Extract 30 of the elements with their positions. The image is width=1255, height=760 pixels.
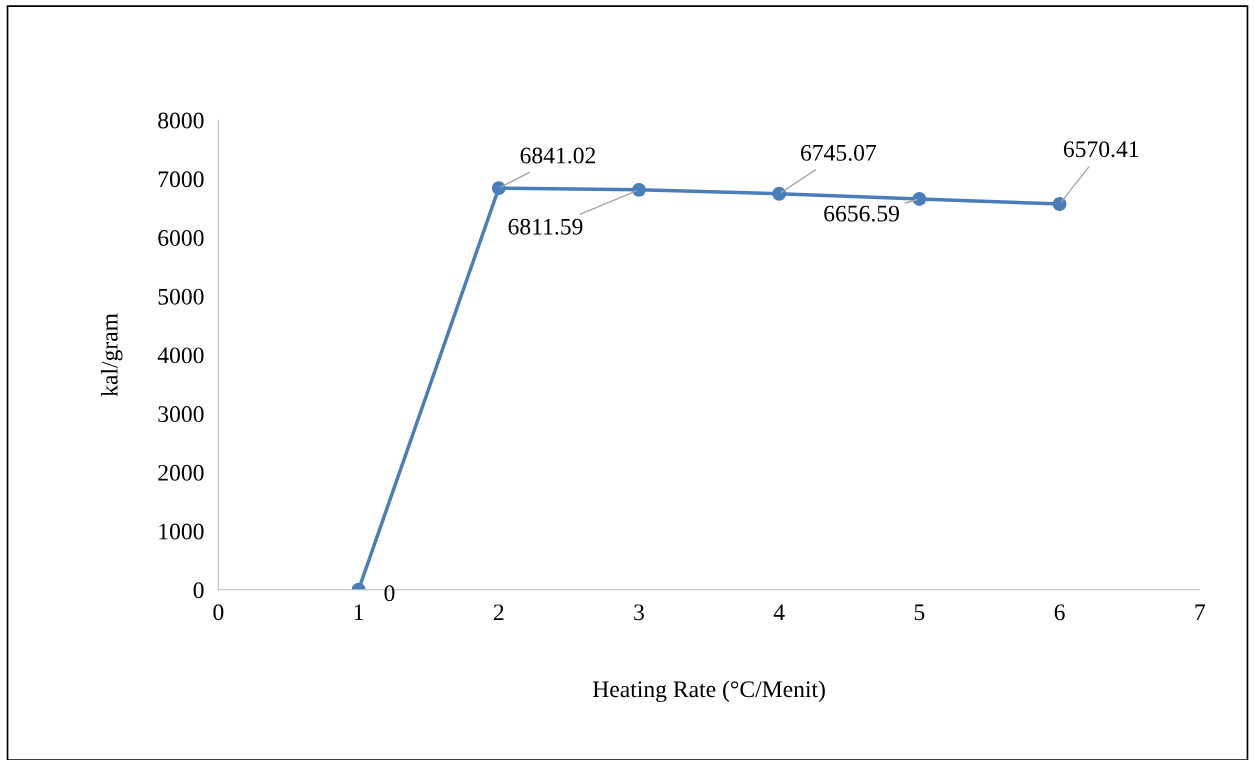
- point: [491, 181, 506, 196]
- x-tick-label: 5: [914, 604, 925, 621]
- point: [632, 182, 646, 197]
- data-label: 0: [384, 585, 395, 602]
- y-tick-label: 5000: [158, 288, 204, 305]
- x-tick-label: 2: [493, 604, 504, 621]
- y-tick-label: 7000: [158, 171, 204, 188]
- y-tick-label: 0: [193, 582, 204, 599]
- y-tick-label: 6000: [158, 229, 204, 246]
- data-label: 6745.07: [801, 144, 877, 161]
- point: [912, 192, 927, 206]
- x-tick-label: 4: [773, 604, 785, 621]
- data-label: 6841.02: [520, 147, 596, 164]
- point: [772, 186, 787, 201]
- y-tick-label: 3000: [158, 406, 204, 423]
- x-tick-label: 6: [1054, 604, 1065, 621]
- data-label: 6570.41: [1063, 141, 1139, 158]
- x-tick-label: 3: [634, 604, 644, 621]
- y-tick-label: 2000: [158, 464, 204, 481]
- x-axis-title: Heating Rate (°C/Menit): [592, 680, 825, 703]
- data-label: 6811.59: [508, 218, 583, 235]
- data-label: 6656.59: [824, 205, 899, 222]
- y-tick-label: 4000: [157, 347, 204, 364]
- x-tick-label: 1: [354, 604, 364, 621]
- x-tick-label: 7: [1195, 604, 1205, 621]
- y-tick-label: 8000: [158, 112, 204, 129]
- y-axis-title: kal/gram: [101, 313, 123, 397]
- y-tick-label: 1000: [159, 523, 204, 540]
- x-tick-label: 0: [213, 604, 224, 621]
- point: [1052, 197, 1067, 211]
